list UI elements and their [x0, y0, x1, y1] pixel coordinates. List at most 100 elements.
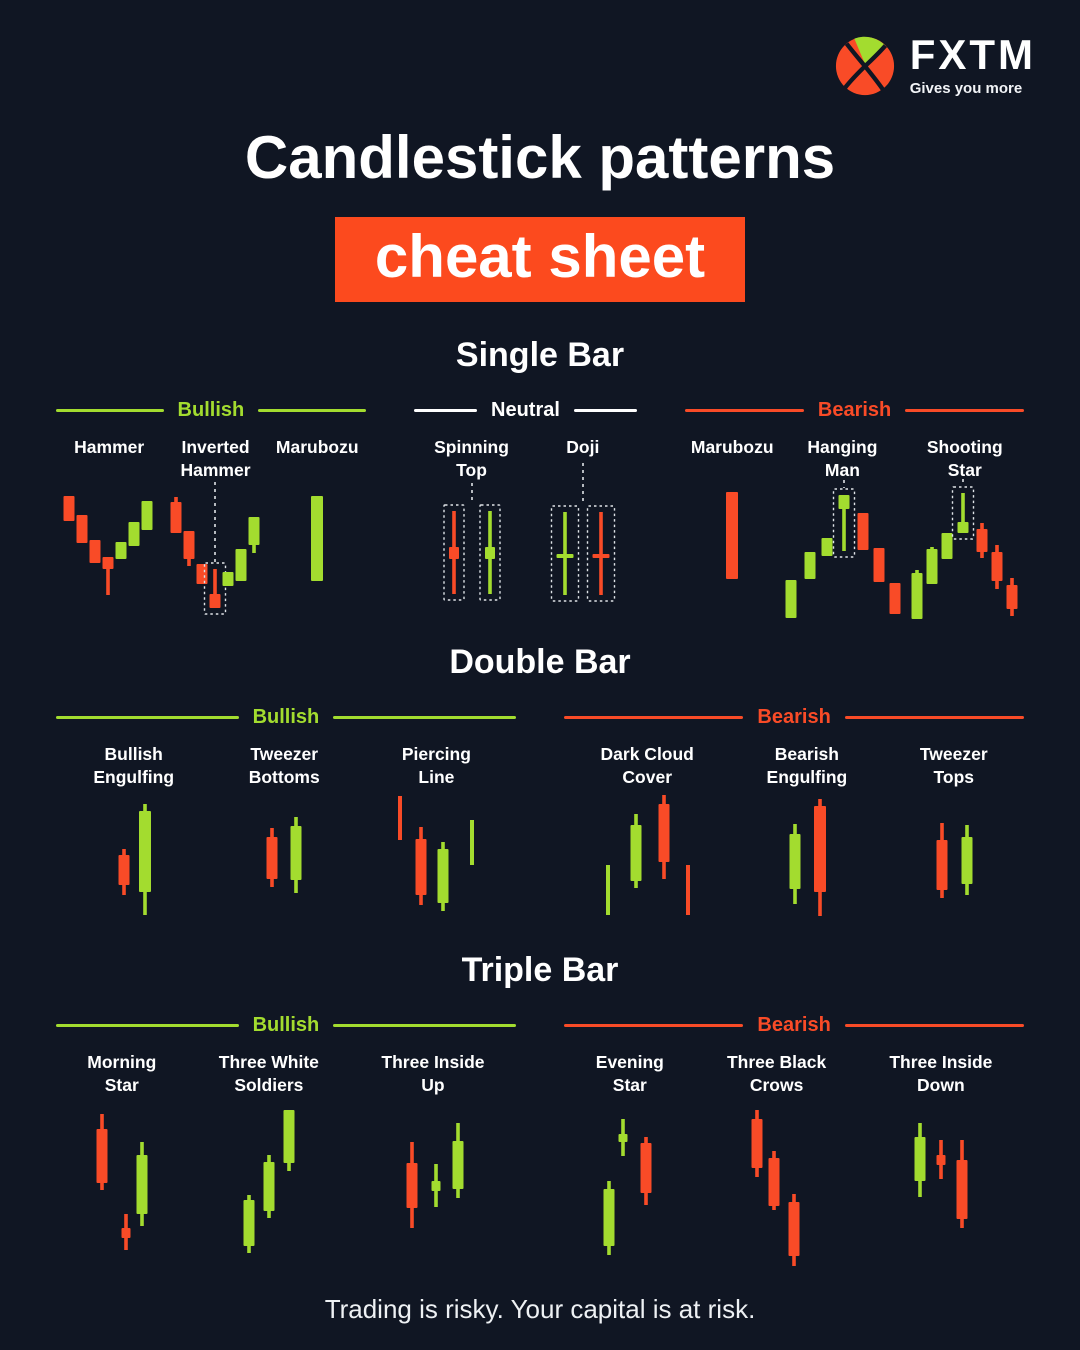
patterns-row: Hammer Inverted Hammer Marubozu: [56, 436, 366, 623]
candle-body: [957, 522, 969, 534]
group-label-bullish: Bullish: [56, 397, 366, 424]
pattern-three-inside-up: Three Inside Up: [381, 1051, 485, 1268]
patterns-row: Morning Star Three White Soldiers Three Insi…: [56, 1051, 516, 1268]
patterns-row: Marubozu Hanging Man Shooting Star: [685, 436, 1024, 623]
candle-body: [788, 1202, 800, 1257]
group-label-bearish: Bearish: [564, 1012, 1025, 1039]
candlestick-diagram-inverted-hammer: [170, 482, 260, 615]
section-title: Single Bar: [455, 336, 625, 374]
group-bullish: Bullish Morning Star Three White Soldiers Thr…: [56, 1012, 516, 1268]
candle-body: [448, 547, 459, 560]
highlight-dotted-box: [203, 562, 226, 615]
candlestick-diagram-spinning-top: [442, 483, 501, 601]
pattern-name: Hanging Man: [807, 436, 877, 488]
candle-body: [821, 538, 833, 557]
pattern-tweezer-tops: Tweezer Tops: [920, 743, 988, 917]
pattern-name-line: Inverted: [181, 437, 250, 458]
group-label-neutral: Neutral: [414, 397, 637, 424]
pattern-name-line: Tweezer: [919, 744, 988, 765]
candle-body: [89, 540, 101, 564]
candle-body: [141, 501, 153, 531]
group-label-text: Neutral: [491, 399, 560, 422]
pattern-name-line: Line: [418, 766, 455, 787]
brand-name: FXTM: [909, 31, 1036, 78]
pattern-marubozu: Marubozu: [691, 436, 774, 623]
pattern-three-black-crows: Three Black Crows: [727, 1051, 826, 1268]
divider-line: [844, 1024, 1025, 1028]
group-label-text: Bearish: [757, 706, 831, 729]
group-label-text: Bearish: [757, 1014, 831, 1037]
pattern-name-line: Man: [824, 459, 860, 480]
pattern-name-line: Marubozu: [275, 437, 359, 458]
candle-body: [936, 1155, 946, 1166]
pattern-name-line: Cover: [622, 766, 673, 787]
candle-body: [914, 1137, 926, 1182]
pattern-inverted-hammer: Inverted Hammer: [170, 436, 262, 623]
candle-body: [102, 557, 114, 570]
risk-disclaimer: Trading is risky. Your capital is at ris…: [324, 1294, 756, 1325]
pattern-name: Doji: [566, 436, 599, 488]
pattern-name-line: Three Inside: [889, 1052, 993, 1073]
pattern-name: Bearish Engulfing: [767, 743, 848, 795]
group-bullish: Bullish Hammer Inverted Hammer Marubozu: [56, 397, 366, 623]
candle-body: [136, 1155, 148, 1215]
candle-body: [128, 522, 140, 547]
section-double-bar: Double Bar Bullish Bullish Engulfing Tweezer…: [0, 643, 1080, 917]
pattern-name-line: Star: [947, 459, 982, 480]
group-label-bullish: Bullish: [56, 1012, 516, 1039]
candlestick-diagram-evening-star: [603, 1119, 652, 1256]
divider-line: [573, 409, 637, 413]
candle-body: [243, 1200, 255, 1247]
pattern-spinning-top: Spinning Top: [434, 436, 509, 623]
candle-body: [991, 552, 1003, 582]
candlestick-diagram-three-inside-down: [914, 1123, 968, 1229]
divider-line: [564, 716, 744, 720]
section-title: Triple Bar: [461, 951, 619, 990]
divider-line: [258, 409, 366, 413]
pattern-name-line: Hanging: [807, 437, 878, 458]
candle-body: [838, 495, 850, 510]
candle-body: [640, 1143, 652, 1194]
patterns-row: Evening Star Three Black Crows Three Inside D…: [564, 1051, 1024, 1268]
candle-body: [873, 548, 885, 583]
fxtm-x-circle-icon: [835, 36, 894, 95]
pattern-name-line: Evening: [595, 1052, 664, 1073]
pattern-name-line: Hammer: [74, 437, 145, 458]
group-label-bearish: Bearish: [564, 704, 1025, 731]
candle-body: [266, 837, 278, 880]
highlight-dotted-box: [586, 505, 616, 602]
candle-body: [768, 1158, 780, 1207]
pattern-hanging-man: Hanging Man: [785, 436, 901, 623]
candlestick-diagram-tweezer-bottoms: [266, 817, 302, 894]
pattern-doji: Doji: [549, 436, 617, 623]
group-bearish: Bearish Dark Cloud Cover Bearish Engulfing Tw…: [564, 704, 1025, 917]
divider-line: [56, 409, 164, 413]
candlestick-diagram-three-inside-up: [406, 1123, 464, 1229]
group-bearish: Bearish Marubozu Hanging Man Shooting Star: [685, 397, 1024, 623]
candle-body: [941, 533, 953, 560]
group-label-bullish: Bullish: [56, 704, 516, 731]
pattern-name-line: Engulfing: [93, 766, 175, 787]
pattern-name-line: Up: [421, 1075, 445, 1096]
pattern-name-line: Spinning: [434, 437, 509, 458]
group-row: Bullish Hammer Inverted Hammer Marubozu Neutr…: [0, 397, 1080, 623]
group-bearish: Bearish Evening Star Three Black Crows Three …: [564, 1012, 1025, 1268]
patterns-row: Dark Cloud Cover Bearish Engulfing Tweezer To…: [564, 743, 1024, 917]
group-bullish: Bullish Bullish Engulfing Tweezer Bottoms Pie…: [56, 704, 516, 917]
pattern-shooting-star: Shooting Star: [911, 436, 1018, 623]
pattern-name: Tweezer Tops: [920, 743, 988, 795]
candle-body: [170, 502, 182, 534]
candle-body: [138, 811, 151, 893]
pattern-evening-star: Evening Star: [596, 1051, 664, 1268]
group-label-bearish: Bearish: [685, 397, 1024, 424]
candle-body: [406, 1163, 418, 1209]
highlight-dotted-box: [952, 486, 975, 540]
divider-line: [905, 409, 1024, 413]
pattern-name-line: Engulfing: [766, 766, 848, 787]
section-triple-bar: Triple Bar Bullish Morning Star Three White S…: [0, 951, 1080, 1268]
candle-body: [592, 554, 610, 559]
pattern-three-white-soldiers: Three White Soldiers: [219, 1051, 319, 1268]
candlestick-diagram-hanging-man: [785, 480, 901, 619]
pattern-piercing-line: Piercing Line: [394, 743, 478, 917]
pattern-name-line: Tweezer: [250, 744, 319, 765]
